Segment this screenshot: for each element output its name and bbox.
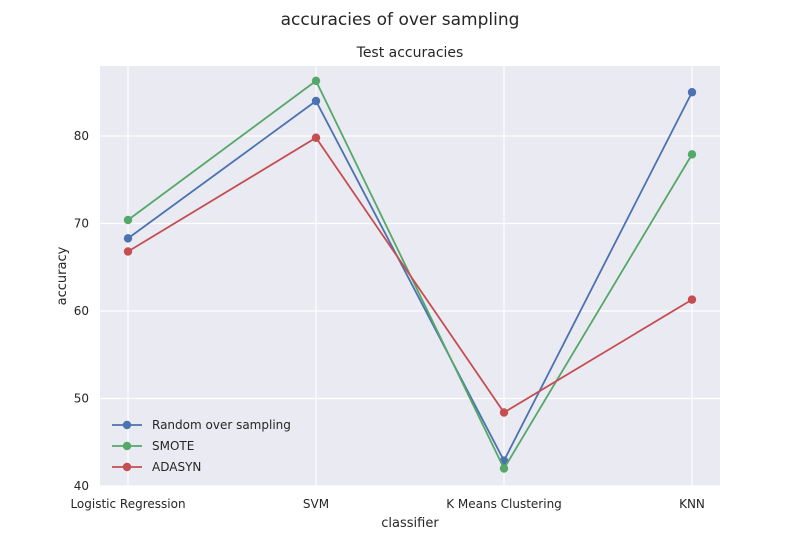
x-tick-label: KNN <box>679 497 705 511</box>
y-axis-label: accuracy <box>55 246 70 305</box>
data-point <box>687 88 697 97</box>
legend-marker <box>122 462 132 472</box>
y-tick-label: 60 <box>74 304 89 318</box>
y-tick-label: 50 <box>74 392 89 406</box>
data-point <box>311 133 321 142</box>
data-point <box>499 464 509 473</box>
data-point <box>123 247 133 256</box>
y-tick-label: 70 <box>74 217 89 231</box>
data-point <box>123 215 133 225</box>
legend-marker <box>122 420 132 430</box>
legend-label: Random over sampling <box>152 418 291 432</box>
series-line <box>127 136 693 414</box>
legend-label: SMOTE <box>152 439 194 453</box>
data-point <box>499 408 509 417</box>
series-group <box>123 76 697 473</box>
data-point <box>687 150 697 159</box>
chart-suptitle: accuracies of over sampling <box>281 10 520 30</box>
series-line <box>127 91 693 463</box>
data-point <box>687 295 697 304</box>
legend: Random over sampling SMOTE ADASYN <box>112 418 291 474</box>
data-point <box>123 234 133 243</box>
x-tick-label: K Means Clustering <box>446 497 562 511</box>
x-tick-label: SVM <box>303 497 329 511</box>
x-axis-label: classifier <box>381 516 439 531</box>
x-tick-label: Logistic Regression <box>70 497 185 511</box>
data-point <box>311 96 321 106</box>
tick-labels: 40 50 60 70 80 Logistic Regression SVM K Means … <box>70 129 704 511</box>
chart-title: Test accuracies <box>356 45 464 61</box>
data-point <box>311 76 321 86</box>
legend-label: ADASYN <box>152 460 201 474</box>
grid <box>100 66 720 487</box>
legend-marker <box>122 441 132 451</box>
y-tick-label: 80 <box>74 129 89 143</box>
y-tick-label: 40 <box>74 479 89 493</box>
